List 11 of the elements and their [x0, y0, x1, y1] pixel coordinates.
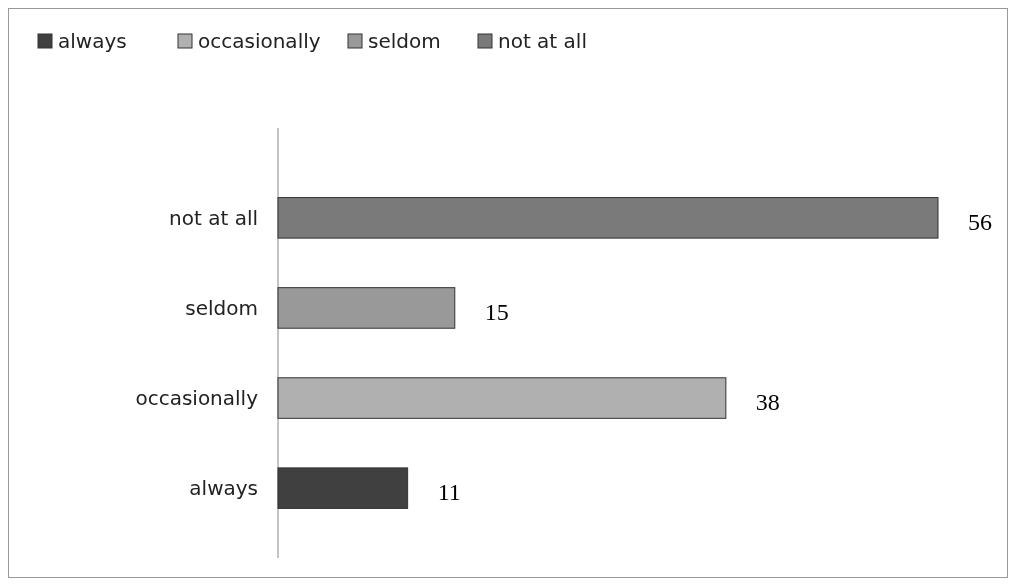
legend-label: always: [58, 29, 127, 53]
data-label: 38: [755, 389, 780, 416]
data-label: 11: [437, 479, 461, 506]
legend-label: seldom: [368, 29, 441, 53]
y-tick-label: occasionally: [135, 386, 259, 411]
data-label: 56: [968, 208, 992, 235]
legend-label: not at all: [498, 29, 587, 53]
y-tick-label: seldom: [185, 295, 258, 320]
y-tick-label: always: [189, 476, 258, 501]
data-label: 15: [484, 298, 509, 325]
y-tick-label: not at all: [169, 205, 258, 230]
